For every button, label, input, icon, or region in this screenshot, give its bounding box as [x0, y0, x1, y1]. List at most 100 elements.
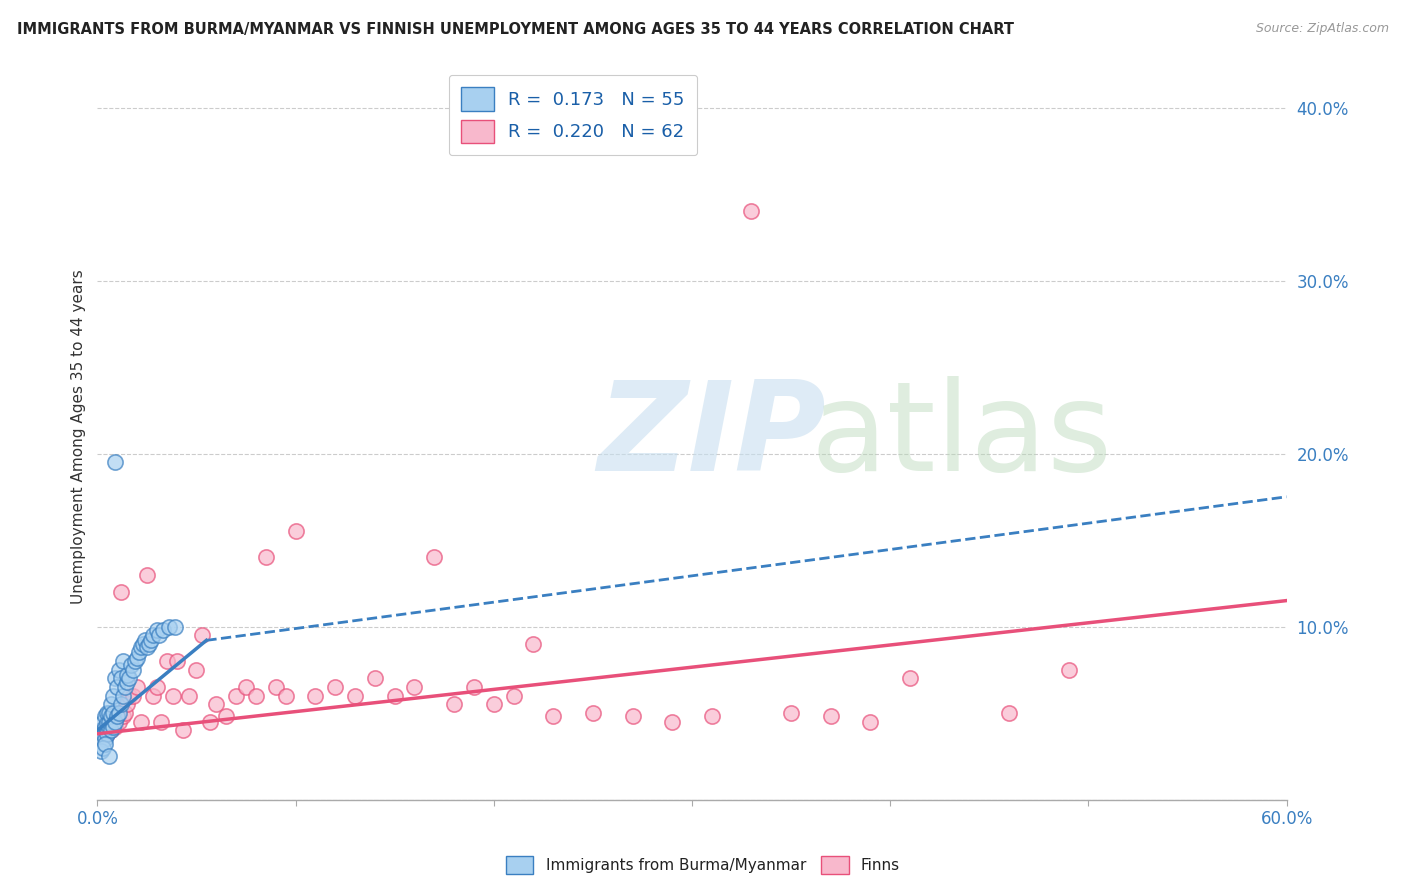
Point [482, 698, 505, 712]
Point [98, 706, 121, 720]
Point [146, 680, 169, 694]
Point [104, 672, 127, 686]
Point [235, 680, 257, 694]
Point [541, 709, 564, 723]
Point [100, 723, 122, 738]
Point [163, 619, 186, 633]
Point [129, 640, 152, 655]
Point [128, 645, 150, 659]
Point [94, 731, 117, 746]
Point [152, 623, 174, 637]
Point [172, 723, 194, 738]
Point [94, 709, 117, 723]
Point [135, 640, 157, 655]
Legend: R =  0.173   N = 55, R =  0.220   N = 62: R = 0.173 N = 55, R = 0.220 N = 62 [449, 75, 697, 155]
Point [122, 663, 145, 677]
Point [124, 654, 146, 668]
Point [859, 714, 882, 729]
Point [404, 680, 426, 694]
Point [96, 716, 118, 731]
Point [104, 714, 127, 729]
Point [115, 668, 138, 682]
Legend: Immigrants from Burma/Myanmar, Finns: Immigrants from Burma/Myanmar, Finns [499, 850, 907, 880]
Point [1057, 663, 1080, 677]
Point [166, 654, 188, 668]
Point [91, 714, 114, 729]
Point [215, 709, 238, 723]
Point [998, 706, 1021, 720]
Point [129, 714, 152, 729]
Point [110, 585, 132, 599]
Point [135, 567, 157, 582]
Point [142, 628, 165, 642]
Point [108, 663, 131, 677]
Point [132, 637, 155, 651]
Point [139, 633, 162, 648]
Point [700, 709, 723, 723]
Point [898, 672, 921, 686]
Point [582, 706, 605, 720]
Point [91, 723, 114, 738]
Point [90, 744, 112, 758]
Point [162, 689, 184, 703]
Point [245, 689, 267, 703]
Point [112, 654, 135, 668]
Point [661, 714, 683, 729]
Point [205, 698, 228, 712]
Point [423, 550, 446, 565]
Point [125, 650, 148, 665]
Point [463, 680, 485, 694]
Point [100, 709, 122, 723]
Point [114, 680, 136, 694]
Point [621, 709, 644, 723]
Point [522, 637, 544, 651]
Point [104, 720, 127, 734]
Point [96, 706, 118, 720]
Text: ZIP: ZIP [596, 376, 825, 497]
Point [200, 714, 222, 729]
Point [94, 737, 117, 751]
Point [323, 680, 346, 694]
Point [157, 619, 180, 633]
Point [103, 720, 125, 734]
Point [364, 672, 387, 686]
Point [105, 709, 128, 723]
Point [96, 723, 118, 738]
Point [118, 672, 141, 686]
Point [115, 674, 138, 689]
Point [98, 720, 121, 734]
Point [108, 714, 131, 729]
Point [186, 663, 208, 677]
Point [122, 689, 145, 703]
Point [118, 689, 141, 703]
Point [120, 657, 142, 672]
Point [91, 740, 114, 755]
Point [103, 689, 125, 703]
Point [96, 727, 118, 741]
Point [146, 623, 169, 637]
Point [112, 689, 135, 703]
Point [112, 709, 135, 723]
Text: atlas: atlas [811, 376, 1114, 497]
Point [780, 706, 803, 720]
Point [103, 709, 125, 723]
Point [502, 689, 524, 703]
Point [100, 723, 122, 738]
Point [274, 689, 297, 703]
Point [177, 689, 200, 703]
Point [100, 698, 122, 712]
Point [740, 204, 762, 219]
Point [91, 727, 114, 741]
Point [138, 637, 160, 651]
Point [148, 628, 170, 642]
Point [114, 706, 136, 720]
Point [264, 680, 287, 694]
Point [125, 680, 148, 694]
Point [134, 633, 156, 648]
Point [156, 654, 179, 668]
Point [108, 706, 131, 720]
Y-axis label: Unemployment Among Ages 35 to 44 years: Unemployment Among Ages 35 to 44 years [72, 268, 86, 604]
Point [103, 706, 125, 720]
Point [284, 524, 307, 539]
Point [225, 689, 247, 703]
